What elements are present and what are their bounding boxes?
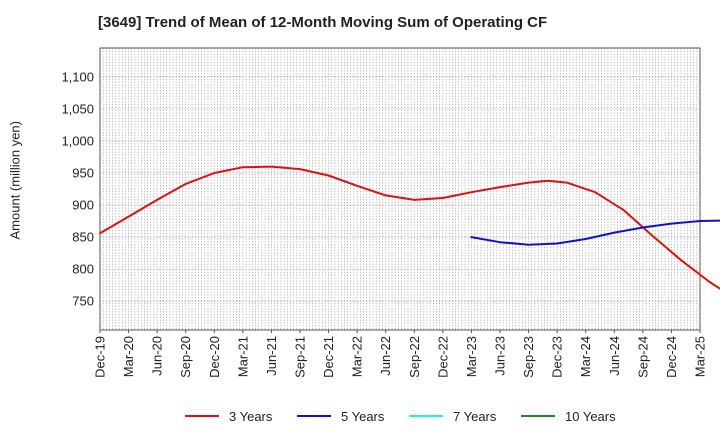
legend-swatch — [409, 415, 443, 417]
y-tick-label: 750 — [72, 294, 94, 309]
series-line-3-years — [99, 165, 720, 290]
x-tick-label: Mar-24 — [578, 336, 593, 377]
y-tick-label: 1,050 — [61, 101, 94, 116]
x-tick-label: Jun-21 — [264, 336, 279, 376]
x-tick-label: Jun-20 — [150, 336, 165, 376]
legend-label: 7 Years — [453, 408, 497, 424]
y-tick-label: 900 — [72, 198, 94, 213]
legend-label: 3 Years — [229, 408, 273, 424]
x-tick-label: Jun-23 — [493, 336, 508, 376]
x-tick-label: Mar-22 — [350, 336, 365, 377]
legend-item-10-years: 10 Years — [521, 406, 616, 426]
x-tick-label: Sep-20 — [178, 336, 193, 378]
x-tick-label: Dec-24 — [664, 336, 679, 378]
legend-label: 10 Years — [565, 408, 616, 424]
x-tick-label: Sep-23 — [521, 336, 536, 378]
series-line-5-years — [470, 219, 720, 246]
x-tick-label: Sep-22 — [407, 336, 422, 378]
legend-item-3-years: 3 Years — [185, 406, 272, 426]
x-tick-label: Dec-21 — [321, 336, 336, 378]
x-tick-label: Mar-21 — [235, 336, 250, 377]
x-tick-label: Jun-22 — [378, 336, 393, 376]
x-tick-label: Dec-19 — [93, 336, 108, 378]
y-tick-label: 850 — [72, 230, 94, 245]
y-tick-label: 950 — [72, 165, 94, 180]
chart-title: [3649] Trend of Mean of 12-Month Moving … — [98, 14, 548, 31]
plot-frame — [99, 47, 701, 331]
x-tick-label: Sep-21 — [293, 336, 308, 378]
legend-item-5-years: 5 Years — [297, 406, 384, 426]
y-tick-label: 1,000 — [61, 133, 94, 148]
x-tick-label: Mar-25 — [693, 336, 708, 377]
legend-swatch — [297, 415, 331, 417]
x-tick-label: Sep-24 — [635, 336, 650, 378]
x-tick-label: Mar-23 — [464, 336, 479, 377]
legend: 3 Years 5 Years 7 Years 10 Years — [0, 406, 720, 426]
y-tick-label: 800 — [72, 262, 94, 277]
y-tick-label: 1,100 — [61, 69, 94, 84]
x-tick-label: Dec-23 — [550, 336, 565, 378]
legend-swatch — [185, 415, 219, 417]
legend-label: 5 Years — [341, 408, 385, 424]
x-tick-label: Mar-20 — [121, 336, 136, 377]
legend-swatch — [521, 415, 555, 417]
legend-item-7-years: 7 Years — [409, 406, 496, 426]
x-tick-label: Dec-22 — [435, 336, 450, 378]
x-tick-label: Dec-20 — [207, 336, 222, 378]
x-tick-label: Jun-24 — [607, 336, 622, 376]
